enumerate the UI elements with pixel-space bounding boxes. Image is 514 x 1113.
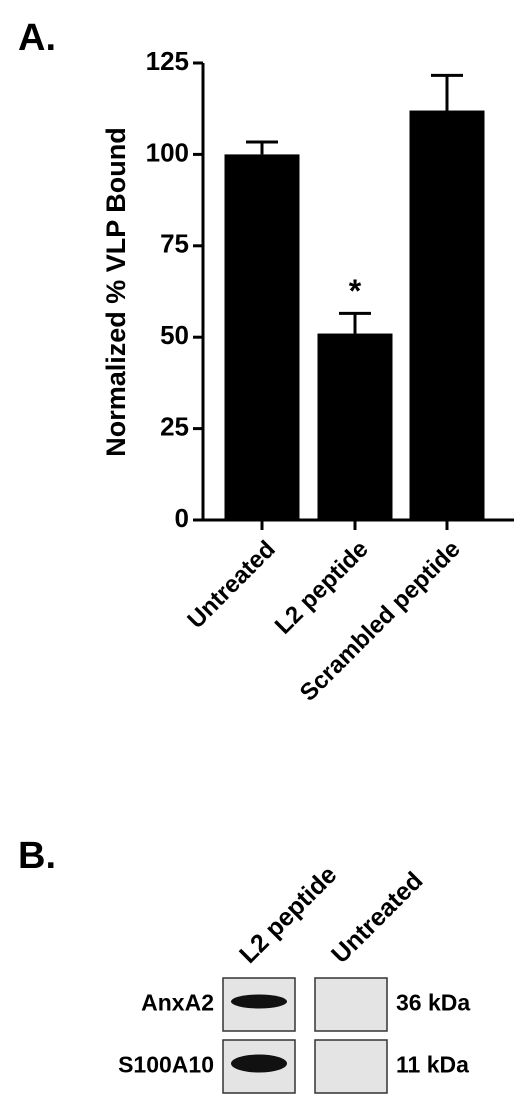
x-tick-label: Untreated [182,536,280,634]
band [231,995,287,1009]
size-label: 11 kDa [396,1052,469,1078]
protein-label: AnxA2 [141,990,214,1016]
panel-label: A. [18,17,56,59]
y-tick-label: 50 [160,320,189,350]
bar [410,111,485,520]
size-label: 36 kDa [396,990,470,1016]
y-tick-label: 100 [146,137,189,167]
annotation: * [349,273,362,309]
y-tick-label: 125 [146,46,189,76]
lane-label: L2 peptide [234,861,342,969]
protein-label: S100A10 [118,1052,214,1078]
figure: A. B. Normalized % VLP Bound 0 25 50 75 100 1… [0,0,514,1113]
band [231,1055,287,1073]
panel-label: B. [18,835,56,877]
y-tick-label: 25 [160,411,189,441]
error-bar [339,313,371,333]
lane-label: Untreated [326,867,428,969]
bar [318,334,393,520]
y-tick-label: 0 [175,503,189,533]
x-tick-label: Scrambled peptide [295,536,466,707]
bar [225,154,300,520]
error-bar [246,142,278,154]
error-bar [431,75,463,110]
blot-lane [315,978,387,1031]
y-tick-label: 75 [160,229,189,259]
blot-lane [315,1040,387,1093]
y-axis-label: Normalized % VLP Bound [101,127,131,457]
